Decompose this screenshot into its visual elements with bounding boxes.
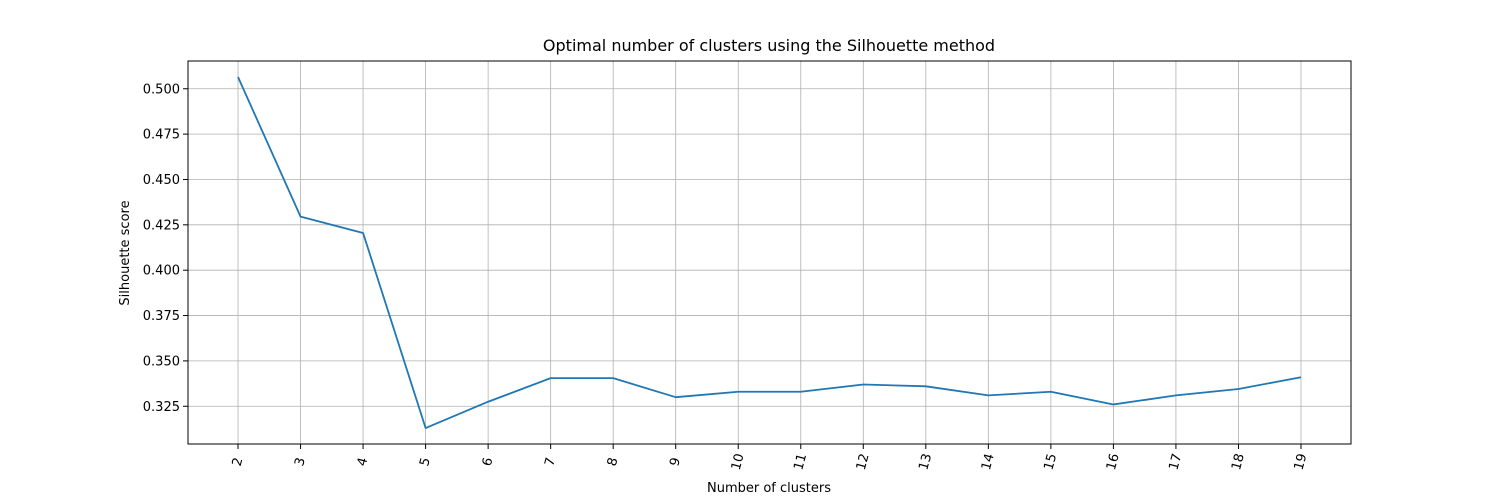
x-axis: 2 3 4 5 6 7 8 9 10 11 12 13 14 15 16 17 18 19 (230, 444, 1311, 472)
plot-frame (187, 60, 1352, 445)
x-tick-label: 2 (230, 456, 247, 468)
y-tick-label: 0.350 (143, 354, 180, 369)
x-tick-label: 4 (355, 456, 372, 468)
x-tick-label: 10 (729, 452, 748, 472)
y-tick-label: 0.325 (143, 400, 180, 415)
y-tick-label: 0.400 (143, 264, 180, 279)
chart-title: Optimal number of clusters using the Sil… (543, 36, 995, 55)
x-tick-label: 3 (292, 456, 309, 468)
x-tick-label: 5 (417, 456, 434, 468)
x-tick-label: 14 (979, 452, 998, 472)
x-axis-label: Number of clusters (707, 481, 831, 496)
x-tick-label: 12 (854, 452, 873, 472)
x-tick-label: 6 (480, 456, 497, 468)
silhouette-series-line (237, 76, 1302, 429)
grid (188, 61, 1351, 444)
x-tick-label: 19 (1292, 452, 1311, 472)
x-tick-label: 18 (1229, 452, 1248, 472)
x-tick-label: 11 (791, 452, 810, 472)
y-axis-label: Silhouette score (118, 200, 133, 305)
x-tick-label: 13 (916, 452, 935, 472)
x-tick-label: 7 (542, 456, 559, 468)
y-tick-label: 0.500 (143, 82, 180, 97)
y-tick-label: 0.375 (143, 309, 180, 324)
x-tick-label: 17 (1167, 452, 1186, 472)
x-tick-label: 8 (605, 456, 622, 468)
y-tick-label: 0.450 (143, 173, 180, 188)
x-tick-label: 15 (1041, 452, 1060, 472)
y-tick-label: 0.425 (143, 218, 180, 233)
y-tick-label: 0.475 (143, 128, 180, 143)
x-tick-label: 9 (667, 456, 684, 468)
x-tick-label: 16 (1104, 452, 1123, 472)
series-layer (237, 76, 1302, 429)
y-axis: 0.325 0.350 0.375 0.400 0.425 0.450 0.475 0.500 (143, 82, 188, 415)
